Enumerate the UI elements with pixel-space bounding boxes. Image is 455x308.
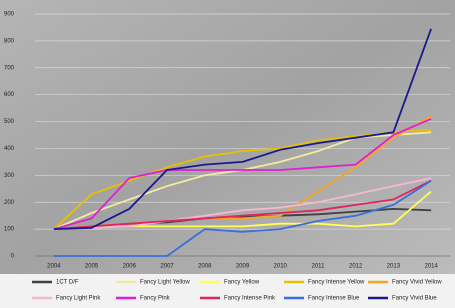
y-tick-label: 400 (4, 146, 15, 152)
y-tick-label: 700 (4, 65, 15, 71)
x-tick-label: 2005 (85, 264, 99, 270)
chart: 0100200300400500600700800900200420052006… (0, 0, 455, 308)
legend-label: Fancy Vivid Yellow (392, 280, 442, 286)
legend-label: Fancy Light Pink (56, 296, 101, 302)
x-tick-label: 2012 (349, 264, 363, 270)
x-tick-label: 2006 (123, 264, 137, 270)
x-tick-label: 2010 (274, 264, 288, 270)
x-tick-label: 2008 (198, 264, 212, 270)
y-tick-label: 600 (4, 92, 15, 98)
legend-label: 1CT D/F (56, 280, 79, 286)
x-tick-label: 2013 (387, 264, 401, 270)
x-tick-label: 2009 (236, 264, 250, 270)
x-tick-label: 2011 (312, 264, 326, 270)
legend-label: Fancy Intense Pink (224, 296, 276, 302)
legend-label: Fancy Intense Yellow (308, 280, 365, 286)
y-tick-label: 900 (4, 12, 15, 18)
y-tick-label: 200 (4, 200, 15, 206)
x-tick-label: 2007 (160, 264, 174, 270)
y-tick-label: 300 (4, 173, 15, 179)
y-tick-label: 500 (4, 119, 15, 125)
x-tick-label: 2014 (424, 264, 438, 270)
legend-label: Fancy Vivid Blue (392, 296, 437, 302)
legend-label: Fancy Intense Blue (308, 296, 360, 302)
legend-label: Fancy Light Yellow (140, 280, 190, 286)
x-tick-label: 2004 (47, 264, 61, 270)
y-tick-label: 800 (4, 38, 15, 44)
legend-label: Fancy Yellow (224, 280, 260, 286)
y-tick-label: 100 (4, 227, 15, 233)
legend-label: Fancy Pink (140, 296, 171, 302)
